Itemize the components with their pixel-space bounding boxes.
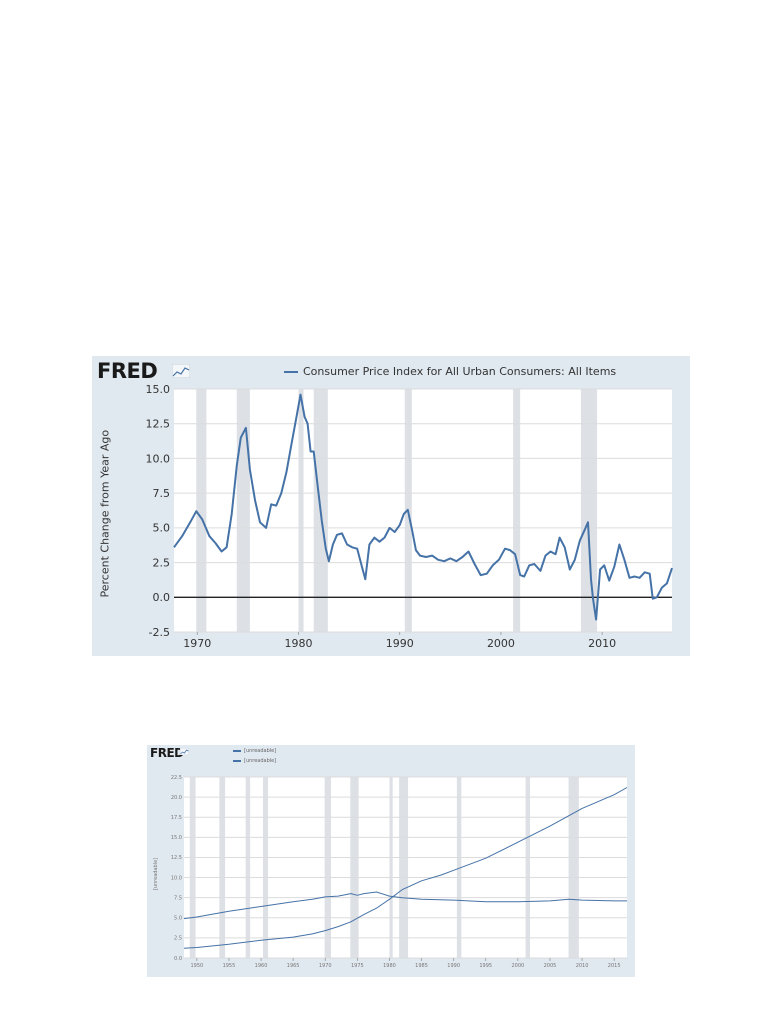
y-axis-title: [unreadable] (153, 857, 159, 891)
y-tick-label: 5.0 (174, 916, 182, 922)
recession-band (219, 777, 226, 958)
y-tick-label: 5.0 (153, 522, 171, 535)
x-tick-label: 1980 (285, 637, 313, 650)
recession-band (399, 777, 409, 958)
x-tick-label: 1990 (447, 963, 460, 969)
x-tick-label: 1980 (383, 963, 396, 969)
y-tick-label: 2.5 (153, 556, 171, 569)
earnings-chart: 0.0 2.5 5.0 7.5 10.0 12.5 15.0 17.5 20.0 22.5 1950… (147, 745, 635, 977)
recession-band (189, 777, 196, 958)
y-tick-label: -2.5 (149, 626, 170, 639)
series-line-1 (183, 787, 628, 949)
earnings-chart-svg: 0.0 2.5 5.0 7.5 10.0 12.5 15.0 17.5 20.0 22.5 1950… (171, 775, 628, 969)
recession-band (324, 777, 332, 958)
y-tick-label: 12.5 (171, 855, 182, 861)
x-tick-label: 1965 (287, 963, 300, 969)
legend-swatch (284, 370, 298, 373)
y-tick-label: 22.5 (171, 775, 182, 781)
recession-band (262, 777, 269, 958)
y-tick-label: 12.5 (146, 418, 171, 431)
x-tick-label: 1970 (319, 963, 332, 969)
y-tick-label: 0.0 (174, 956, 182, 962)
y-tick-label: 10.0 (146, 452, 171, 465)
x-tick-label: 1950 (190, 963, 203, 969)
x-tick-label: 1970 (183, 637, 211, 650)
y-tick-label: 15.0 (146, 383, 171, 396)
x-tick-label: 2015 (608, 963, 621, 969)
x-tick-label: 1960 (255, 963, 268, 969)
chart-legend-item-2: [unreadable] (233, 758, 276, 764)
legend-swatch (233, 760, 241, 762)
x-tick-label: 2010 (576, 963, 589, 969)
y-tick-label: 10.0 (171, 875, 182, 881)
y-tick-label: 0.0 (153, 591, 171, 604)
legend-swatch (233, 750, 241, 752)
legend-label: Consumer Price Index for All Urban Consu… (303, 365, 617, 378)
y-tick-label: 20.0 (171, 795, 182, 801)
x-tick-label: 2000 (511, 963, 524, 969)
recession-band (525, 777, 531, 958)
chart-legend: Consumer Price Index for All Urban Consu… (284, 365, 616, 378)
chart-legend-item-1: [unreadable] (233, 748, 276, 754)
recession-band (196, 389, 207, 632)
recession-band (389, 777, 393, 958)
recession-band (513, 389, 521, 632)
y-tick-label: 7.5 (153, 487, 171, 500)
cpi-chart: -2.5 0.0 2.5 5.0 7.5 10.0 12.5 15.0 1970 1980 1990… (92, 356, 690, 656)
y-tick-label: 7.5 (174, 895, 182, 901)
series-line-1 (173, 393, 673, 621)
recession-band (245, 777, 251, 958)
legend-label: [unreadable] (244, 748, 277, 754)
x-tick-label: 2010 (588, 637, 616, 650)
recession-band (298, 389, 304, 632)
x-tick-label: 1975 (351, 963, 364, 969)
x-tick-label: 2000 (487, 637, 515, 650)
cpi-chart-svg: -2.5 0.0 2.5 5.0 7.5 10.0 12.5 15.0 1970 1980 1990… (146, 383, 673, 650)
recession-band (350, 777, 359, 958)
fred-chart-icon (172, 364, 190, 378)
x-tick-label: 1995 (479, 963, 492, 969)
x-tick-label: 2005 (544, 963, 557, 969)
y-tick-label: 15.0 (171, 835, 182, 841)
y-axis-title: Percent Change from Year Ago (98, 429, 112, 598)
series-line-2 (183, 891, 627, 920)
recession-band (580, 389, 598, 632)
x-tick-label: 1955 (223, 963, 236, 969)
y-tick-label: 17.5 (171, 815, 182, 821)
legend-label: [unreadable] (244, 758, 277, 764)
fred-chart-icon (180, 748, 189, 755)
recession-band (236, 389, 250, 632)
recession-band (456, 777, 462, 958)
x-tick-label: 1985 (415, 963, 428, 969)
x-tick-label: 1990 (386, 637, 414, 650)
fred-logo[interactable]: FRED (150, 746, 184, 760)
y-tick-label: 2.5 (174, 936, 182, 942)
recession-band (568, 777, 579, 958)
fred-logo[interactable]: FRED (97, 359, 158, 383)
